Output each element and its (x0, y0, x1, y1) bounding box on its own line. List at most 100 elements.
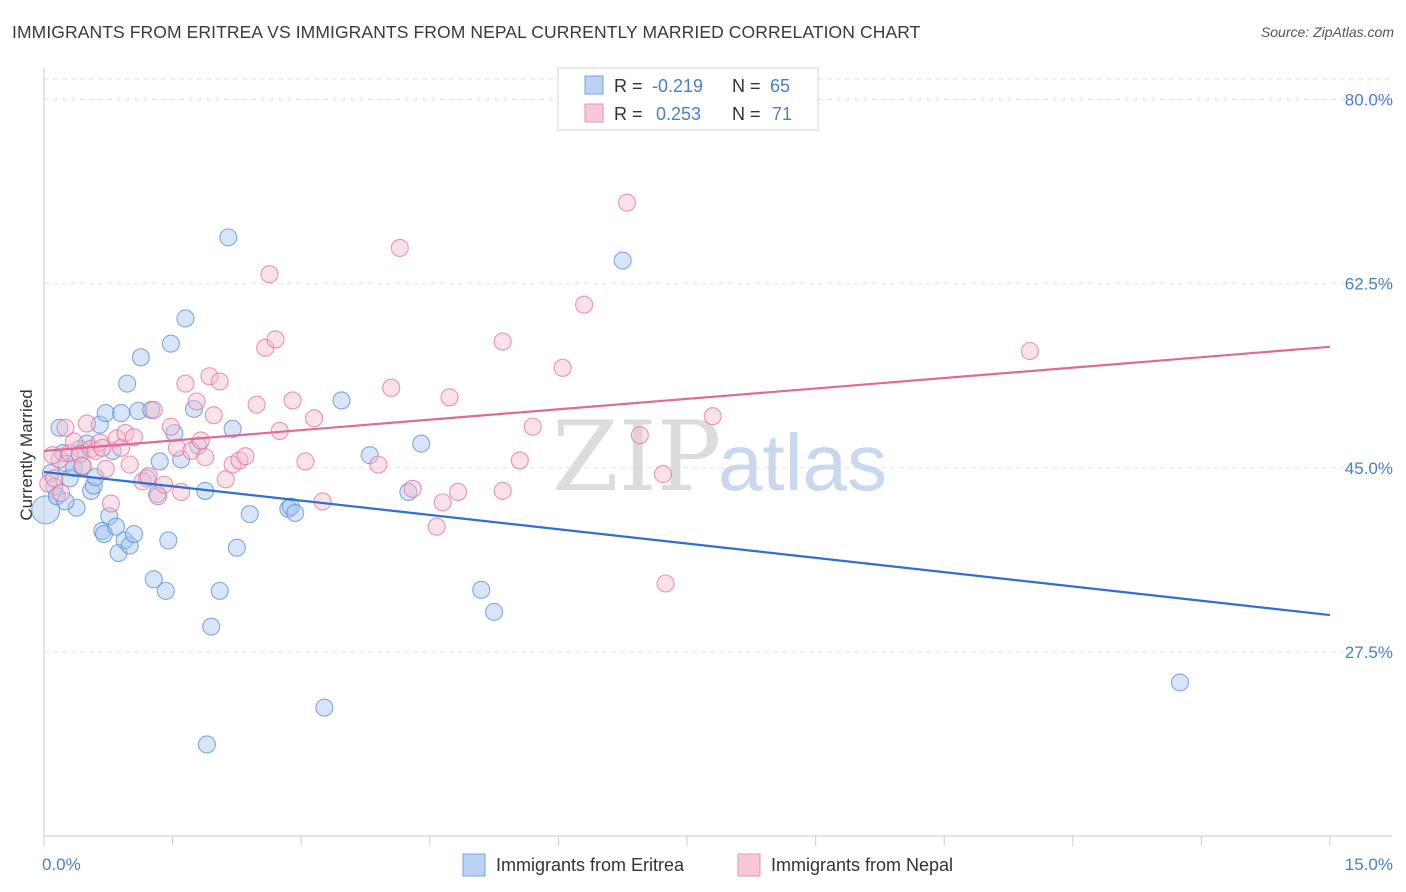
data-point (236, 447, 255, 466)
data-point (575, 295, 594, 314)
data-point (90, 415, 109, 434)
data-point (56, 418, 75, 437)
trend-lines (43, 345, 1331, 617)
data-point (332, 391, 351, 410)
stats-n-value-nepal: 71 (772, 104, 792, 124)
data-point (106, 517, 126, 536)
data-point (31, 495, 61, 525)
data-point (144, 570, 163, 589)
data-point (77, 414, 96, 433)
data-point (493, 481, 512, 500)
data-point (112, 404, 131, 423)
data-point (305, 409, 324, 428)
data-point (184, 399, 204, 418)
trend-line-0 (43, 470, 1331, 617)
gridlines (44, 78, 1392, 653)
data-point (50, 418, 69, 437)
data-point (202, 617, 221, 636)
stats-r-value-nepal: 0.253 (656, 104, 701, 124)
watermark-zip: ZIP (552, 401, 721, 513)
y-tick-label: 62.5% (1345, 275, 1393, 294)
data-point (286, 503, 305, 523)
data-point (161, 334, 180, 353)
data-point (617, 193, 637, 212)
data-point (93, 521, 112, 540)
stats-legend: R = -0.219 N = 65 R = 0.253 N = 71 (557, 67, 819, 131)
data-point (144, 400, 163, 419)
data-point (200, 367, 219, 386)
data-point (176, 309, 195, 328)
data-point (82, 481, 101, 500)
data-point (449, 482, 468, 502)
data-point (382, 378, 401, 397)
stats-r-label-nepal: R = (614, 104, 643, 124)
data-point (124, 428, 144, 447)
data-point (210, 372, 229, 391)
axes (43, 68, 1392, 846)
data-point (118, 374, 137, 393)
data-point (191, 431, 210, 450)
stats-n-label-nepal: N = (732, 104, 761, 124)
data-point (101, 494, 120, 513)
data-point (510, 451, 529, 470)
legend-label-eritrea: Immigrants from Eritrea (496, 855, 685, 875)
data-point (96, 404, 115, 423)
x-tick-label: 0.0% (42, 855, 81, 874)
legend-label-nepal: Immigrants from Nepal (771, 855, 953, 875)
data-point (216, 470, 235, 489)
data-point (96, 459, 115, 478)
data-point (1170, 673, 1190, 692)
data-point (427, 517, 446, 536)
data-point (283, 391, 302, 410)
data-point (187, 392, 206, 411)
data-point (440, 388, 459, 407)
stats-n-value-eritrea: 65 (770, 76, 790, 96)
data-point (197, 735, 216, 754)
data-point (210, 581, 229, 600)
x-tick-label: 15.0% (1345, 855, 1393, 874)
source-label: Source: ZipAtlas.com (1260, 24, 1394, 40)
data-point (219, 228, 238, 247)
data-point (403, 479, 422, 498)
data-point (56, 492, 75, 511)
watermark-atlas: atlas (718, 418, 887, 507)
data-point (156, 581, 175, 600)
data-point (67, 498, 86, 517)
data-point (390, 238, 409, 257)
data-point (131, 348, 150, 367)
data-point (315, 698, 334, 717)
data-point (120, 455, 139, 474)
data-point (167, 438, 186, 457)
data-point (159, 531, 178, 550)
data-point (196, 448, 215, 467)
data-point (485, 602, 504, 621)
data-point (247, 395, 266, 414)
watermark: ZIP atlas (552, 401, 887, 513)
legend-swatch-nepal (737, 853, 761, 877)
chart-title: IMMIGRANTS FROM ERITREA VS IMMIGRANTS FR… (12, 22, 921, 42)
data-point (613, 251, 632, 270)
data-point (433, 493, 452, 512)
y-tick-label: 80.0% (1345, 91, 1393, 110)
stats-legend-swatch-nepal (584, 103, 604, 123)
data-point (223, 419, 242, 438)
data-point (148, 487, 168, 506)
data-point (493, 332, 512, 351)
data-point (120, 536, 139, 555)
data-point (412, 434, 431, 453)
y-tick-label: 27.5% (1345, 643, 1393, 662)
data-point (656, 574, 675, 593)
data-point (73, 456, 92, 475)
y-tick-label: 45.0% (1345, 459, 1393, 478)
data-point (70, 445, 90, 464)
data-point (553, 358, 572, 377)
x-tick-labels: 0.0% 15.0% (42, 855, 1393, 874)
data-point (204, 406, 223, 425)
data-point (260, 265, 279, 284)
data-point (703, 407, 722, 426)
trend-line-1 (43, 345, 1331, 453)
data-point (653, 465, 673, 484)
series-points-1 (39, 193, 1039, 593)
data-point (1020, 341, 1039, 361)
